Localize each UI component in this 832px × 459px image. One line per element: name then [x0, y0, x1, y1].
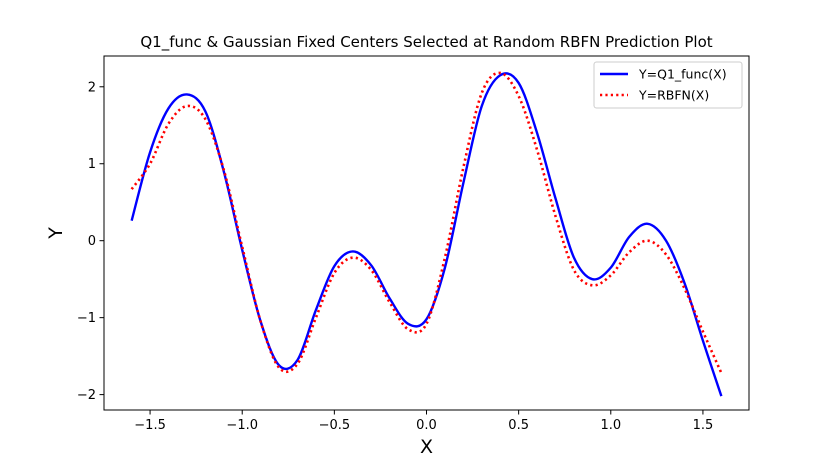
y-axis: −2 −1 0 1 2 — [77, 80, 104, 403]
series-line-2 — [130, 71, 723, 374]
chart-title: Q1_func & Gaussian Fixed Centers Selecte… — [140, 33, 712, 52]
legend-box — [593, 61, 743, 109]
x-tick-label: 1.5 — [693, 418, 714, 433]
series-layer — [130, 71, 723, 397]
x-tick-label: 1.0 — [600, 418, 621, 433]
y-tick-label: −1 — [77, 311, 96, 326]
x-tick-label: 0.5 — [508, 418, 529, 433]
x-tick-label: −0.5 — [319, 418, 351, 433]
plot-area: −1.5 −1.0 −0.5 0.0 0.5 1.0 1.5 −2 −1 0 1 2 — [77, 55, 750, 433]
x-tick-label: −1.0 — [226, 418, 258, 433]
x-tick-label: 0.0 — [416, 418, 437, 433]
legend-label-1: Y=Q1_func(X) — [638, 67, 727, 82]
legend-label-2: Y=RBFN(X) — [638, 88, 709, 103]
series-line-1 — [130, 72, 723, 397]
y-tick-label: 0 — [88, 234, 96, 249]
y-axis-label: Y — [45, 227, 67, 240]
x-axis: −1.5 −1.0 −0.5 0.0 0.5 1.0 1.5 — [134, 410, 713, 433]
y-tick-label: 1 — [88, 157, 96, 172]
legend: Y=Q1_func(X) Y=RBFN(X) — [593, 61, 743, 109]
y-tick-label: 2 — [88, 80, 96, 95]
y-tick-label: −2 — [77, 388, 96, 403]
x-tick-label: −1.5 — [134, 418, 166, 433]
x-axis-label: X — [420, 436, 433, 458]
